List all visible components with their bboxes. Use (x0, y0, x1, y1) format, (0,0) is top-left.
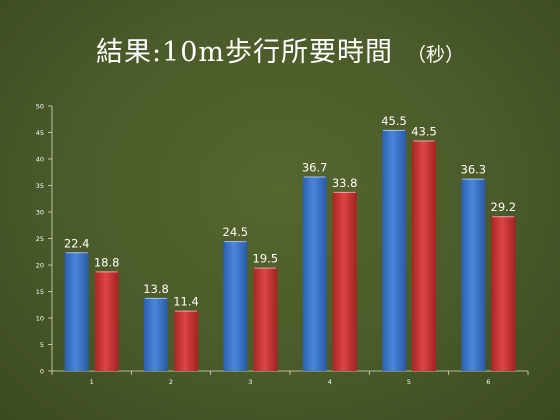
y-tick-label: 0 (40, 368, 44, 376)
data-label: 33.8 (332, 176, 358, 190)
y-tick-label: 50 (36, 103, 44, 111)
bar-series-2 (491, 216, 516, 371)
x-tick-label: 6 (486, 378, 490, 386)
data-label: 18.8 (94, 255, 120, 269)
y-tick-label: 30 (36, 209, 44, 217)
x-tick-label: 4 (328, 378, 332, 386)
y-tick-label: 35 (36, 182, 44, 190)
data-label: 36.3 (461, 163, 487, 177)
bar-series-1 (64, 252, 89, 371)
y-tick-label: 45 (36, 129, 44, 137)
y-tick-label: 25 (36, 235, 44, 243)
y-tick-label: 20 (36, 262, 44, 270)
x-tick-label: 2 (169, 378, 173, 386)
title-unit: （秒） (407, 44, 465, 66)
bar-series-1 (144, 297, 168, 371)
bar-series-2 (412, 140, 436, 371)
y-tick-label: 10 (36, 315, 44, 323)
data-label: 43.5 (411, 124, 437, 138)
x-tick-label: 5 (407, 378, 411, 386)
bar-series-2 (253, 267, 278, 371)
x-tick-label: 3 (248, 378, 252, 386)
bar-series-2 (174, 310, 198, 371)
title-text: 結果:10m歩行所要時間 (95, 37, 394, 68)
data-label: 24.5 (223, 225, 249, 239)
x-tick-label: 1 (90, 378, 94, 386)
data-label: 11.4 (173, 295, 199, 309)
data-label: 29.2 (491, 200, 517, 214)
y-tick-label: 40 (36, 156, 44, 164)
bar-series-1 (223, 241, 248, 371)
bar-series-1 (382, 129, 406, 371)
y-tick-label: 15 (36, 288, 44, 296)
slide-title: 結果:10m歩行所要時間 （秒） (0, 30, 560, 69)
data-label: 22.4 (64, 236, 90, 250)
plot-area: 0510152025303540455022.418.8113.811.4224… (36, 103, 529, 386)
data-label: 45.5 (381, 114, 407, 128)
bar-series-1 (302, 176, 327, 371)
data-label: 13.8 (143, 282, 169, 296)
data-label: 19.5 (253, 252, 279, 266)
bar-series-2 (94, 271, 119, 371)
bar-series-2 (332, 191, 357, 371)
y-tick-label: 5 (40, 341, 44, 349)
data-label: 36.7 (302, 160, 328, 174)
bar-series-1 (461, 178, 486, 371)
